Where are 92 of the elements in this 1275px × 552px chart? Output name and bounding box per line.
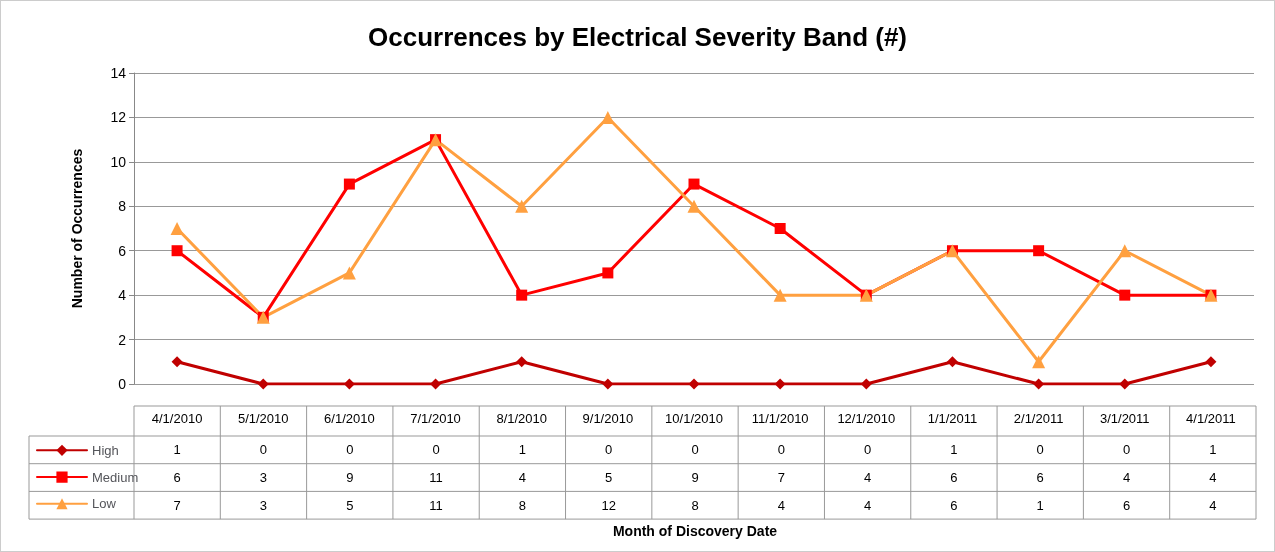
point: [1205, 356, 1217, 368]
data-label: 4: [1122, 470, 1131, 486]
point: [602, 378, 614, 390]
y-tick-label: 2: [118, 331, 127, 348]
x-tick-label: 10/1/2010: [665, 411, 723, 426]
y-tick-label: 10: [110, 153, 127, 170]
point: [342, 266, 356, 280]
x-tick-label: 4/1/2010: [151, 411, 203, 426]
point: [688, 178, 700, 190]
legend-label: Low: [92, 496, 117, 512]
text: Month of Discovery Date: [612, 523, 778, 540]
point: [171, 356, 183, 368]
point: [687, 199, 701, 213]
point: [773, 288, 787, 302]
legend-label: High: [92, 442, 119, 458]
x-tick-label: 9/1/2010: [582, 411, 634, 426]
data-label: 0: [1036, 442, 1044, 458]
y-tick-label: 8: [118, 198, 127, 215]
x-tick-label: 11/1/2010: [751, 411, 809, 426]
chart-title: Occurrences by Electrical Severity Band (#): [367, 22, 908, 52]
data-label: 9: [691, 470, 699, 486]
data-label: 0: [259, 442, 268, 458]
data-label: 4: [1209, 497, 1217, 513]
data-label: 7: [173, 497, 181, 513]
point: [774, 223, 786, 234]
data-label: 0: [864, 442, 872, 458]
data-label: 4: [864, 497, 872, 513]
data-label: 6: [1122, 497, 1131, 513]
point: [170, 222, 184, 235]
x-tick-label: 6/1/2010: [324, 411, 375, 426]
data-label: 11: [429, 497, 443, 513]
data-label: 0: [432, 442, 440, 458]
point: [1119, 378, 1131, 390]
x-tick-label: 3/1/2011: [1099, 411, 1150, 426]
point: [1032, 355, 1046, 369]
data-label: 6: [173, 470, 181, 486]
x-tick-label: 12/1/2010: [837, 411, 896, 426]
data-label: 0: [605, 442, 613, 458]
y-tick-label: 0: [118, 376, 127, 392]
y-tick-label: 12: [110, 109, 127, 126]
legend-label: Medium: [92, 469, 139, 485]
data-label: 4: [864, 470, 872, 486]
point: [516, 289, 528, 301]
point: [515, 199, 529, 213]
point: [1118, 244, 1132, 258]
data-label: 1: [950, 442, 958, 458]
point: [430, 378, 442, 390]
y-tick-label: 14: [110, 65, 127, 81]
point: [601, 110, 615, 124]
data-label: 4: [777, 497, 785, 513]
x-tick-label: 1/1/2011: [927, 411, 978, 426]
x-tick-label: 4/1/2011: [1186, 411, 1236, 426]
data-label: 1: [1036, 497, 1044, 513]
point: [774, 378, 786, 390]
point: [1033, 245, 1045, 257]
data-label: 0: [691, 442, 699, 458]
point: [171, 245, 183, 257]
data-label: 3: [259, 497, 268, 513]
point: [343, 178, 355, 190]
data-label: 4: [518, 470, 526, 486]
x-tick-label: 8/1/2010: [496, 411, 547, 426]
point: [602, 267, 614, 279]
point: [688, 378, 700, 390]
data-label: 1: [518, 442, 526, 458]
point: [516, 356, 528, 368]
data-label: 8: [691, 497, 699, 513]
point: [257, 378, 269, 390]
y-tick-label: 4: [118, 287, 127, 304]
data-label: 6: [950, 470, 958, 486]
data-label: 1: [173, 442, 181, 458]
data-label: 0: [346, 442, 354, 458]
data-label: 9: [346, 470, 354, 486]
data-label: 1: [1209, 442, 1217, 458]
data-label: 11: [429, 470, 443, 486]
data-label: 6: [950, 497, 958, 513]
x-tick-label: 2/1/2011: [1013, 411, 1064, 426]
data-label: 8: [518, 497, 526, 513]
data-label: 0: [777, 442, 785, 458]
x-tick-label: 5/1/2010: [237, 411, 289, 426]
y-tick-label: 6: [118, 242, 127, 259]
point: [946, 356, 958, 368]
data-label: 0: [1122, 442, 1131, 458]
data-label: 7: [777, 470, 785, 486]
data-label: 5: [346, 497, 354, 513]
data-label: 6: [1036, 470, 1044, 486]
y-axis-title: Number of Occurrences: [69, 148, 85, 309]
data-label: 4: [1209, 470, 1217, 486]
point: [1119, 289, 1131, 301]
x-tick-label: 7/1/2010: [410, 411, 461, 426]
data-label: 5: [605, 470, 613, 486]
data-label: 3: [259, 470, 268, 486]
data-label: 12: [601, 497, 616, 513]
